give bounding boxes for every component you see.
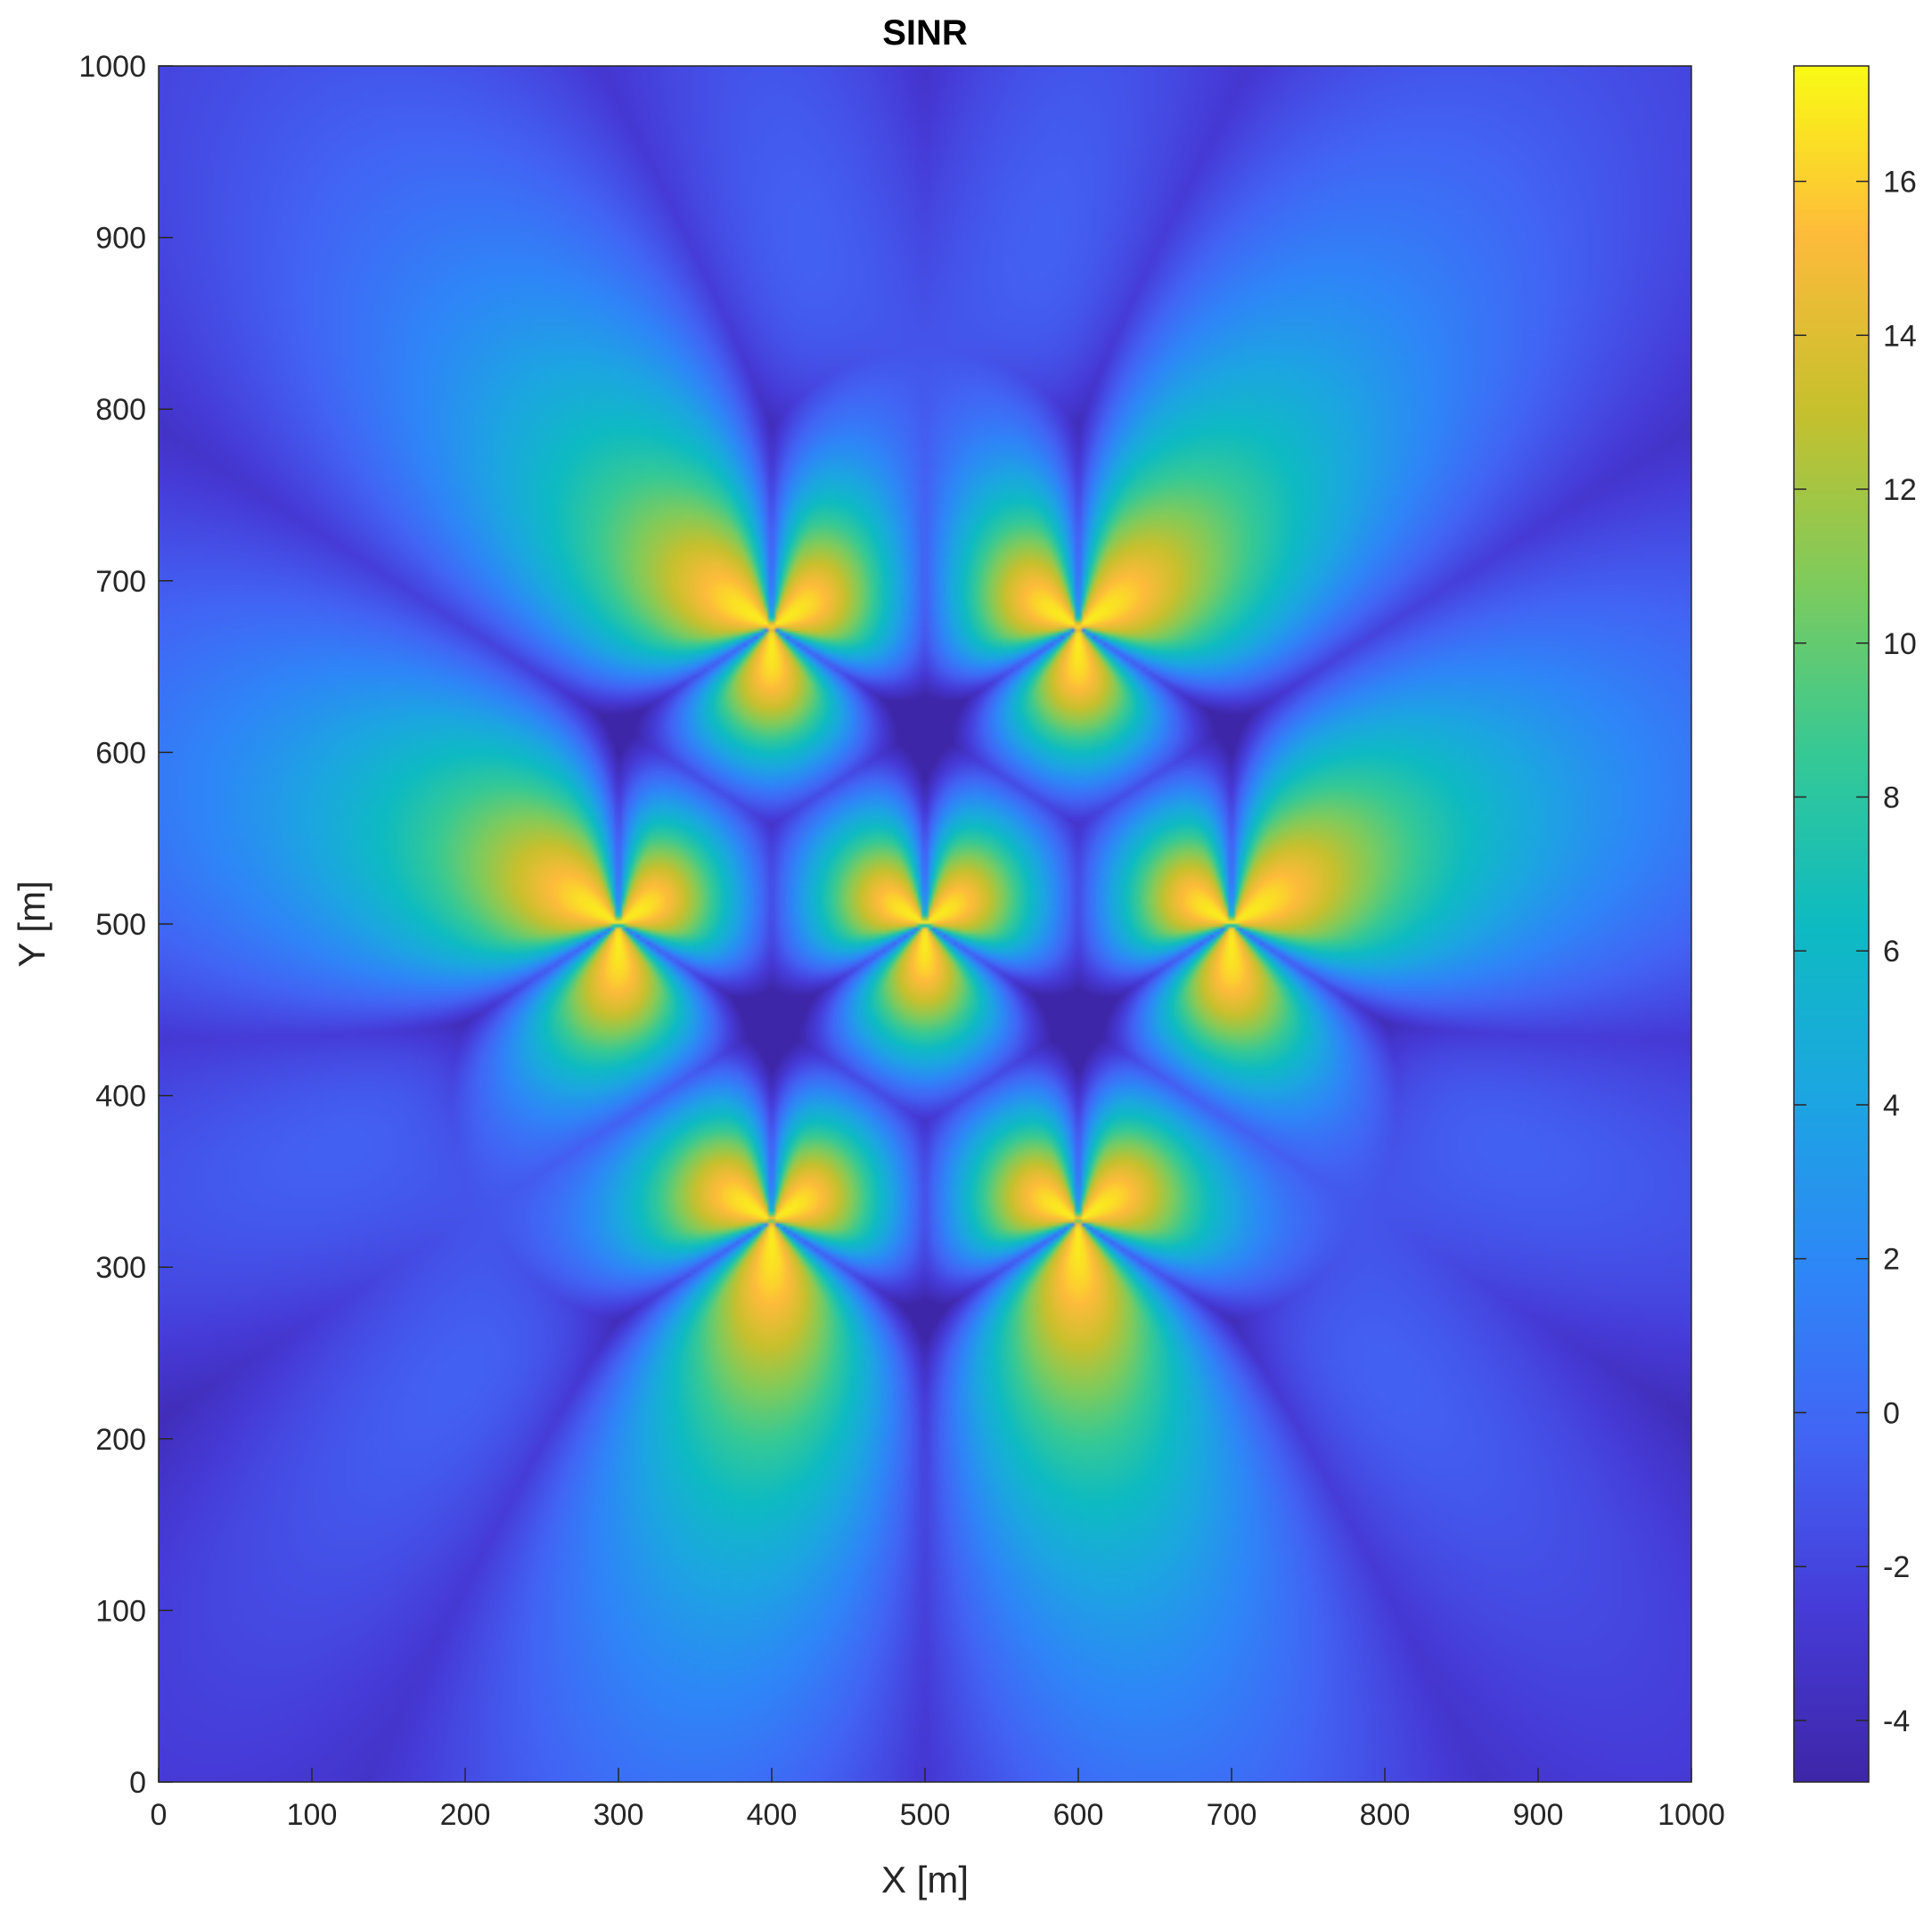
colorbar-tick-label: 10 [1883, 627, 1917, 661]
colorbar-tick-label: 12 [1883, 473, 1917, 507]
y-axis-ticks: 0 100 200 300 400 500 600 700 800 900 1000 [78, 50, 173, 1800]
x-tick-label: 400 [747, 1798, 798, 1832]
chart-title: SINR [882, 13, 968, 53]
colorbar-tick-label: 4 [1883, 1089, 1900, 1123]
x-tick-label: 900 [1513, 1798, 1564, 1832]
y-tick-label: 800 [95, 393, 146, 427]
colorbar-tick-label: 2 [1883, 1243, 1900, 1277]
colorbar-tick-label: 6 [1883, 935, 1900, 969]
axes-frame [158, 65, 1870, 1783]
colorbar-ticks: -4 -2 0 2 4 6 8 10 12 14 16 [1794, 166, 1917, 1738]
colorbar-tick-label: 0 [1883, 1396, 1900, 1430]
colorbar-tick-label: 16 [1883, 166, 1917, 200]
colorbar-tick-label: -4 [1883, 1705, 1910, 1738]
x-tick-label: 200 [440, 1798, 491, 1832]
colorbar-tick-label: 14 [1883, 319, 1917, 353]
x-axis-label: X [m] [881, 1859, 969, 1901]
x-tick-label: 600 [1053, 1798, 1104, 1832]
y-tick-label: 100 [95, 1594, 146, 1628]
x-tick-label: 700 [1207, 1798, 1257, 1832]
x-axis-ticks: 0 100 200 300 400 500 600 700 800 900 1000 [151, 1768, 1725, 1832]
y-tick-label: 300 [95, 1251, 146, 1285]
colorbar-gradient [1794, 66, 1869, 1782]
colorbar-border [1793, 65, 1870, 1783]
y-axis-label: Y [m] [11, 880, 53, 967]
y-tick-label: 700 [95, 565, 146, 599]
x-tick-label: 500 [900, 1798, 951, 1832]
x-tick-label: 1000 [1658, 1798, 1725, 1832]
x-tick-label: 800 [1360, 1798, 1411, 1832]
x-tick-label: 300 [594, 1798, 644, 1832]
y-tick-label: 900 [95, 222, 146, 256]
y-tick-label: 600 [95, 736, 146, 770]
x-tick-label: 0 [151, 1798, 168, 1832]
x-tick-label: 100 [287, 1798, 338, 1832]
y-tick-label: 1000 [78, 50, 146, 84]
colorbar-tick-label: -2 [1883, 1550, 1910, 1584]
y-tick-label: 200 [95, 1423, 146, 1457]
colorbar-tick-label: 8 [1883, 781, 1900, 814]
y-tick-label: 400 [95, 1080, 146, 1114]
plot-border [158, 65, 1692, 1783]
y-tick-label: 0 [129, 1766, 146, 1800]
sinr-heatmap [159, 66, 1691, 1782]
y-tick-label: 500 [95, 908, 146, 942]
